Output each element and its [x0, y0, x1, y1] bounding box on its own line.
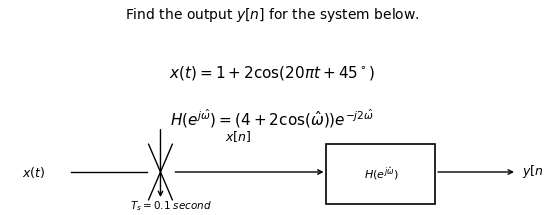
Text: $x(t)$: $x(t)$: [22, 164, 45, 180]
Text: $x[n]$: $x[n]$: [225, 129, 252, 144]
Bar: [326, 144, 435, 204]
Text: $T_s = 0.1$ second: $T_s = 0.1$ second: [131, 199, 212, 213]
Text: Find the output $y[n]$ for the system below.: Find the output $y[n]$ for the system be…: [125, 6, 419, 25]
Text: $H(e^{j\hat{\omega}}) = (4 + 2\mathrm{cos}(\hat{\omega}))e^{-j2\hat{\omega}}$: $H(e^{j\hat{\omega}}) = (4 + 2\mathrm{co…: [170, 108, 374, 131]
Text: $x(t) = 1 + 2\mathrm{cos}(20\pi t + 45^\circ)$: $x(t) = 1 + 2\mathrm{cos}(20\pi t + 45^\…: [169, 64, 375, 83]
Text: $y[n]$: $y[n]$: [522, 163, 544, 181]
Text: $H(e^{j\hat{\omega}})$: $H(e^{j\hat{\omega}})$: [363, 166, 398, 183]
